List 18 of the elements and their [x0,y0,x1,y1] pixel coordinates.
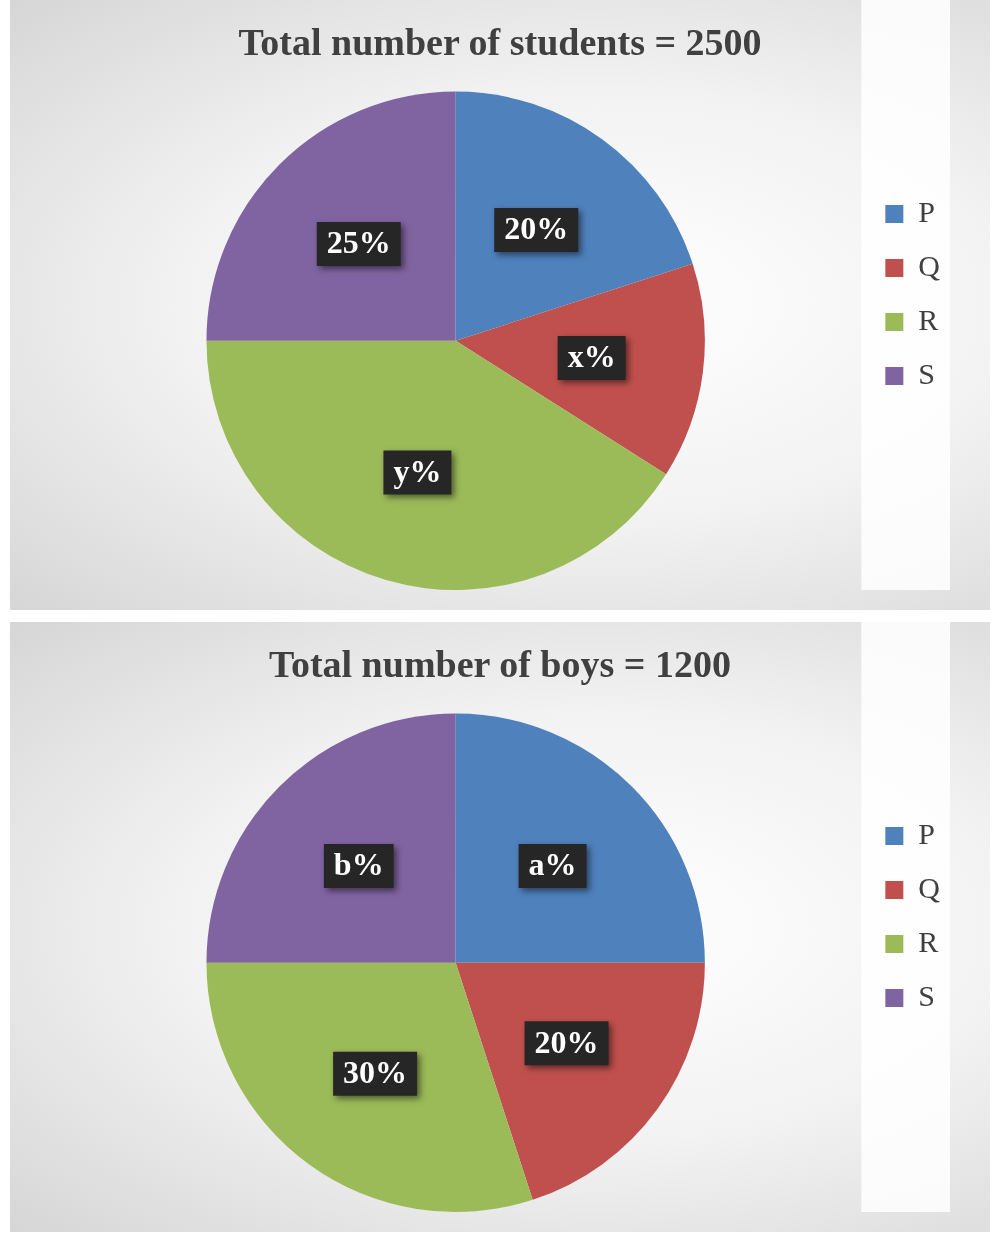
legend-label: Q [918,248,941,282]
data-label: b% [333,846,384,883]
legend-label: P [918,194,936,228]
legend-label: P [918,816,936,850]
data-label: 20% [504,210,569,247]
data-label: 25% [326,224,391,261]
text: Total number of students = 2500 [238,20,762,63]
data-label: 30% [343,1053,408,1090]
data-label: y% [393,452,442,489]
legend-label: Q [918,870,941,904]
legend-label: R [918,924,939,958]
data-label: 20% [534,1023,599,1060]
legend-label: R [918,302,939,336]
legend-label: S [918,356,936,390]
legend-label: S [918,978,936,1012]
data-label: x% [567,338,616,375]
chart-title: Total number of boys = 1200 [269,642,731,685]
data-label: a% [528,846,577,883]
